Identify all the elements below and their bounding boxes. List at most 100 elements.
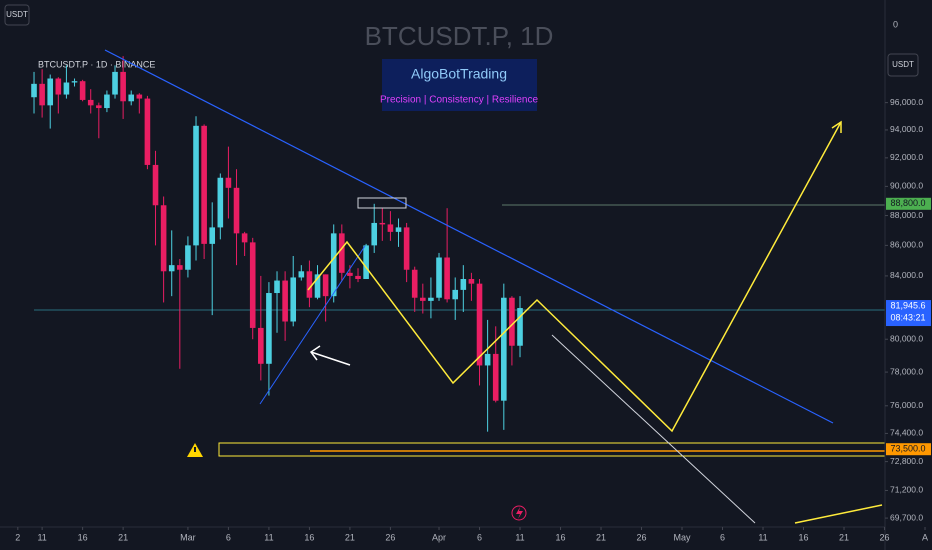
x-tick-label: May — [674, 532, 692, 542]
candle-body — [411, 269, 418, 298]
candle-body — [330, 233, 337, 297]
candle-body — [387, 224, 394, 232]
y-tick-label: 69,700.0 — [890, 512, 923, 522]
x-tick-label: 21 — [345, 532, 355, 542]
candle-body — [71, 81, 78, 83]
y-tick-label: 78,000.0 — [890, 366, 923, 376]
x-tick-label: Apr — [432, 532, 446, 542]
x-tick-label: 21 — [118, 532, 128, 542]
candle-body — [355, 275, 361, 280]
note-box — [357, 197, 407, 209]
warning-icon — [194, 447, 196, 452]
candle-body — [120, 71, 126, 102]
symbol-info: BTCUSDT.P · 1D · BINANCE — [38, 59, 155, 69]
arrow — [310, 351, 351, 366]
candle-body — [444, 257, 450, 300]
y-tick-label: 94,000.0 — [890, 124, 923, 134]
candle-body — [298, 271, 305, 278]
candle-body — [258, 327, 264, 364]
price-label-box — [886, 197, 931, 210]
axis-currency[interactable] — [887, 53, 919, 77]
candle-body — [177, 265, 183, 270]
candle-body — [31, 83, 37, 98]
y-tick-label: 92,000.0 — [890, 152, 923, 162]
price-label: 88,800.0 — [890, 198, 925, 208]
y-tick-label: 76,000.0 — [890, 400, 923, 410]
candle-body — [347, 272, 353, 276]
candle-body — [379, 222, 386, 225]
x-tick-label: 16 — [799, 532, 809, 542]
candle-body — [241, 233, 248, 243]
x-tick-label: A — [922, 532, 928, 542]
candle-body — [201, 125, 207, 244]
candle-body — [403, 227, 410, 270]
brand-box — [382, 59, 537, 111]
candle-body — [468, 279, 475, 284]
candle-body — [79, 81, 86, 100]
currency-button[interactable] — [4, 4, 30, 26]
price-label-box — [886, 443, 931, 456]
y-tick-label: 72,800.0 — [890, 456, 923, 466]
x-tick-label: 26 — [637, 532, 647, 542]
price-label-box — [886, 300, 931, 327]
candle-body — [39, 83, 45, 106]
x-tick-label: 11 — [37, 532, 46, 542]
y-tick-label: 88,000.0 — [890, 210, 923, 220]
trendline — [259, 245, 366, 405]
x-tick-label: 26 — [880, 532, 890, 542]
y-tick-label: 90,000.0 — [890, 181, 923, 191]
y-tick-label: 74,400.0 — [890, 428, 923, 438]
arrow-head — [831, 120, 842, 133]
candle-body — [168, 265, 175, 272]
x-tick-label: 16 — [304, 532, 314, 542]
event-icon[interactable] — [511, 505, 527, 521]
candle-body — [225, 177, 232, 188]
candle-body — [306, 271, 313, 298]
candle-body — [136, 94, 143, 99]
price-axis — [885, 0, 932, 550]
currency-button-label[interactable]: USDT — [6, 10, 28, 19]
candle-body — [274, 280, 280, 294]
price-label: 81,945.6 — [890, 300, 925, 310]
candle-body — [492, 353, 499, 401]
candle-body — [509, 297, 515, 346]
y-tick-label: 84,000.0 — [890, 270, 923, 280]
candle-body — [185, 245, 191, 270]
candle-body — [112, 71, 118, 95]
y-tick-label: 80,000.0 — [890, 333, 923, 343]
x-tick-label: 11 — [264, 532, 273, 542]
candle-body — [128, 94, 135, 102]
price-label: 73,500.0 — [890, 444, 925, 454]
candle-body — [160, 205, 167, 272]
x-tick-label: 11 — [758, 532, 767, 542]
candle-body — [363, 245, 369, 280]
event-icon[interactable] — [516, 507, 523, 519]
candle-body — [217, 177, 224, 228]
y-tick-label: 71,200.0 — [890, 485, 923, 495]
candle-body — [476, 283, 483, 366]
candle-body — [460, 279, 467, 290]
axis-top-label: 0 — [893, 19, 898, 29]
candle-body — [152, 164, 159, 206]
candle-body — [452, 289, 459, 300]
watermark: BTCUSDT.P, 1D — [365, 21, 554, 51]
x-tick-label: 26 — [385, 532, 395, 542]
trendline — [104, 49, 834, 424]
candle-body — [144, 98, 151, 165]
x-tick-label: 6 — [477, 532, 482, 542]
x-tick-label: 16 — [78, 532, 88, 542]
x-tick-label: 6 — [226, 532, 231, 542]
candle-body — [233, 187, 240, 234]
candle-body — [63, 82, 70, 95]
x-tick-label: 6 — [720, 532, 725, 542]
x-tick-label: 11 — [515, 532, 524, 542]
y-tick-label: 96,000.0 — [890, 97, 923, 107]
axis-currency-label[interactable]: USDT — [892, 60, 914, 69]
candle-body — [266, 293, 272, 364]
price-countdown: 08:43:21 — [890, 312, 925, 322]
candle-body — [55, 78, 62, 95]
candle-body — [249, 242, 256, 328]
candle-body — [371, 222, 378, 246]
candle-body — [484, 353, 491, 366]
